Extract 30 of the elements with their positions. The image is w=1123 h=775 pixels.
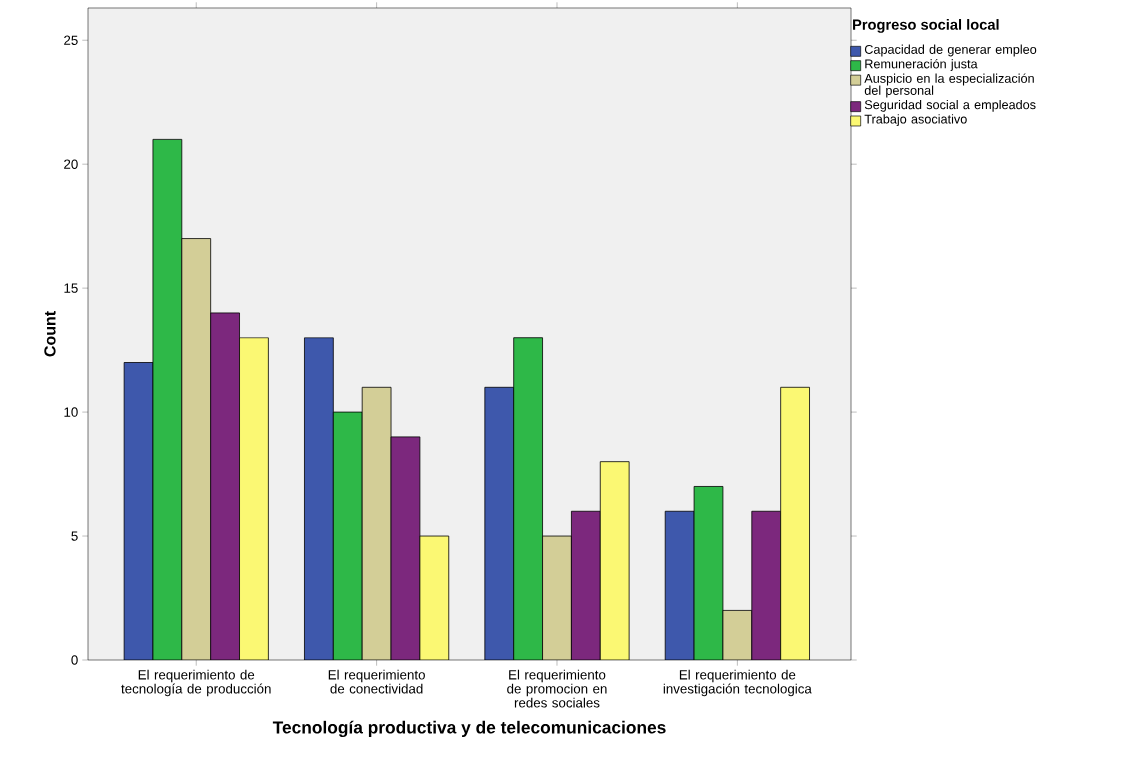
bar bbox=[152, 138, 183, 660]
x-tick-label: El requerimiento de conectividad bbox=[328, 669, 425, 694]
bar bbox=[361, 386, 392, 660]
bar bbox=[542, 535, 572, 660]
bar bbox=[722, 610, 753, 660]
bar bbox=[599, 461, 630, 660]
legend-label: Remuneración justa bbox=[865, 58, 978, 71]
bar bbox=[332, 411, 363, 660]
x-tick-label: El requerimiento de tecnología de producción bbox=[121, 669, 271, 697]
legend-label: Auspicio en la especialización del personal bbox=[864, 73, 1034, 98]
y-tick-label: 15 bbox=[64, 283, 78, 293]
bar bbox=[419, 535, 450, 660]
bar bbox=[780, 386, 810, 660]
bar bbox=[239, 337, 269, 660]
x-axis-title: Tecnología productiva y de telecomunicaciones bbox=[272, 720, 666, 738]
legend-title: Progreso social local bbox=[853, 19, 999, 33]
y-tick-label: 5 bbox=[71, 531, 78, 541]
y-axis-title: Count bbox=[44, 311, 56, 357]
bar bbox=[513, 337, 543, 660]
bar bbox=[693, 486, 724, 660]
legend-label: Seguridad social a empleados bbox=[864, 99, 1036, 112]
y-tick-label: 0 bbox=[71, 655, 78, 665]
x-tick-label: El requerimiento de promocion en redes sociales bbox=[507, 669, 607, 708]
legend-label: Trabajo asociativo bbox=[864, 114, 967, 127]
y-tick-label: 25 bbox=[64, 35, 78, 45]
x-tick-label: El requerimiento de investigación tecnologica bbox=[663, 669, 812, 697]
legend-label: Capacidad de generar empleo bbox=[864, 44, 1037, 57]
y-tick-label: 20 bbox=[64, 159, 78, 169]
bar bbox=[181, 238, 212, 660]
y-tick-label: 10 bbox=[64, 407, 78, 417]
